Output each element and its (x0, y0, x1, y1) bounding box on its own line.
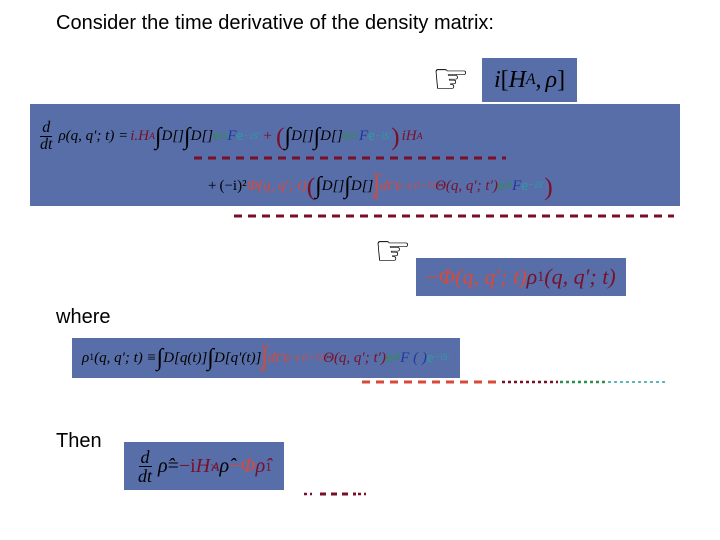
e-iS: e (386, 351, 393, 366)
gexp: −γ (t−t′) (290, 353, 323, 363)
Theta: Θ(q, q′; t′) (435, 179, 498, 194)
minus: − (426, 266, 438, 288)
ddt-top: d (40, 120, 52, 137)
ddt-bot: dt (38, 137, 54, 153)
misq: (−i)² (219, 179, 246, 194)
one: 1 (537, 270, 544, 284)
result-box: − Φ(q, q′; t) ρ 1 (q, q′; t) (416, 258, 626, 296)
rho: ρ (546, 68, 558, 92)
lim-lo: 0 (261, 365, 266, 375)
Dq: D[q(t)] (163, 351, 207, 366)
ddt-fraction: d dt (38, 120, 54, 153)
e-iS: e (498, 179, 505, 194)
lp: ( (307, 174, 316, 200)
pointing-hand-icon: ☞ (374, 226, 412, 275)
iHA2: iH (402, 129, 417, 144)
main-equation-box: d dt ρ(q, q′; t) = i.H A ∫ D[] ∫ D[] e i… (30, 104, 680, 206)
rp: ) (544, 174, 553, 200)
rho1: ρ (527, 266, 538, 288)
iSp: −iS′ (434, 353, 450, 363)
one: 1 (265, 460, 272, 473)
int-icon: ∫ (207, 346, 214, 370)
e-miS: e (237, 129, 244, 144)
where-label: where (56, 306, 110, 329)
e-iS2: e (343, 129, 350, 144)
D2: D[] (191, 129, 214, 144)
e-gamma: e (395, 179, 402, 194)
i: i (494, 68, 501, 92)
e-iS: e (213, 129, 220, 144)
int-icon: t ∫ 0 (373, 170, 380, 203)
miS2: −iS' (375, 132, 391, 142)
pointing-hand-icon: ☞ (432, 54, 470, 103)
Hx: H (196, 456, 210, 476)
eq-line2: + (−i)² Φ(q, q′; t) ( ∫ D[] ∫ D[] t ∫ 0 … (208, 170, 553, 203)
e-gamma: e (283, 351, 290, 366)
args: (q, q′; t) (544, 266, 615, 288)
Phi: Φ (240, 456, 255, 476)
F: F (227, 129, 236, 144)
dt: dt′ (268, 351, 283, 366)
rhohat: ρ̂ (158, 456, 168, 476)
eq-line1: d dt ρ(q, q′; t) = i.H A ∫ D[] ∫ D[] e i… (38, 120, 423, 153)
page-title: Consider the time derivative of the dens… (56, 12, 494, 35)
eq: = (168, 456, 179, 476)
D1: D[] (322, 179, 345, 194)
D2: D[] (351, 179, 374, 194)
H: H (509, 68, 526, 92)
ddt-fraction: d dt (136, 448, 154, 485)
Dqp: D[q′(t)] (214, 351, 261, 366)
gexp: −γ (t−t′) (402, 181, 435, 191)
A-sub: A (526, 72, 536, 88)
Phi: Φ(q, q′; t) (438, 266, 526, 288)
miS: −iS′ (243, 132, 259, 142)
int-icon: ∫ (184, 125, 191, 149)
rho1: ρ̂ (256, 456, 266, 476)
plus: + (208, 179, 216, 194)
F2: F (359, 129, 368, 144)
rho-args: ρ(q, q′; t) = (58, 129, 128, 144)
D1: D[] (162, 129, 185, 144)
int-icon: ∫ (155, 125, 162, 149)
e-iSp: e (427, 351, 434, 366)
mi: −i (179, 456, 196, 476)
int-icon: ∫ (344, 174, 351, 198)
lbracket: [ (501, 68, 509, 92)
rho1: ρ (82, 351, 89, 366)
e-iSp: e (521, 179, 528, 194)
D4: D[] (320, 129, 343, 144)
rhohat2: ρ̂ (220, 456, 230, 476)
Theta: Θ(q, q′; t′) (323, 351, 386, 366)
commutator-box: i [ H A , ρ ] (482, 58, 577, 102)
A: A (212, 460, 220, 473)
e-miS2: e (368, 129, 375, 144)
iS2: iS' (349, 132, 359, 142)
rbracket: ] (557, 68, 565, 92)
minus: − (229, 456, 240, 476)
F: F (512, 179, 521, 194)
rho1-def-box: ρ 1 (q, q′; t) ≡ ∫ D[q(t)] ∫ D[q′(t)] t … (72, 338, 460, 378)
lp: ( (276, 124, 285, 150)
lim-lo: 0 (373, 193, 378, 203)
ddt-top: d (139, 448, 152, 467)
iHA: i.H (130, 129, 149, 144)
int-sym: ∫ (373, 176, 380, 193)
args: (q, q′; t) ≡ (94, 351, 157, 366)
dt: dt′ (380, 179, 395, 194)
F: F ( ) (400, 351, 427, 366)
ddt-bot: dt (136, 467, 154, 485)
int-sym: ∫ (261, 348, 268, 365)
Phi: Φ(q, q′; t) (247, 179, 307, 194)
A2: A (417, 132, 423, 142)
int-icon: t ∫ 0 (261, 342, 268, 375)
plus: + (264, 129, 272, 144)
final-equation-box: d dt ρ̂ = −i H × A ρ̂ − Φ ρ̂ 1 (124, 442, 284, 490)
rp: ) (391, 124, 400, 150)
iSp: −iS′ (528, 181, 544, 191)
then-label: Then (56, 430, 102, 453)
int-icon: ∫ (315, 174, 322, 198)
comma: , (536, 68, 542, 92)
D3: D[] (291, 129, 314, 144)
